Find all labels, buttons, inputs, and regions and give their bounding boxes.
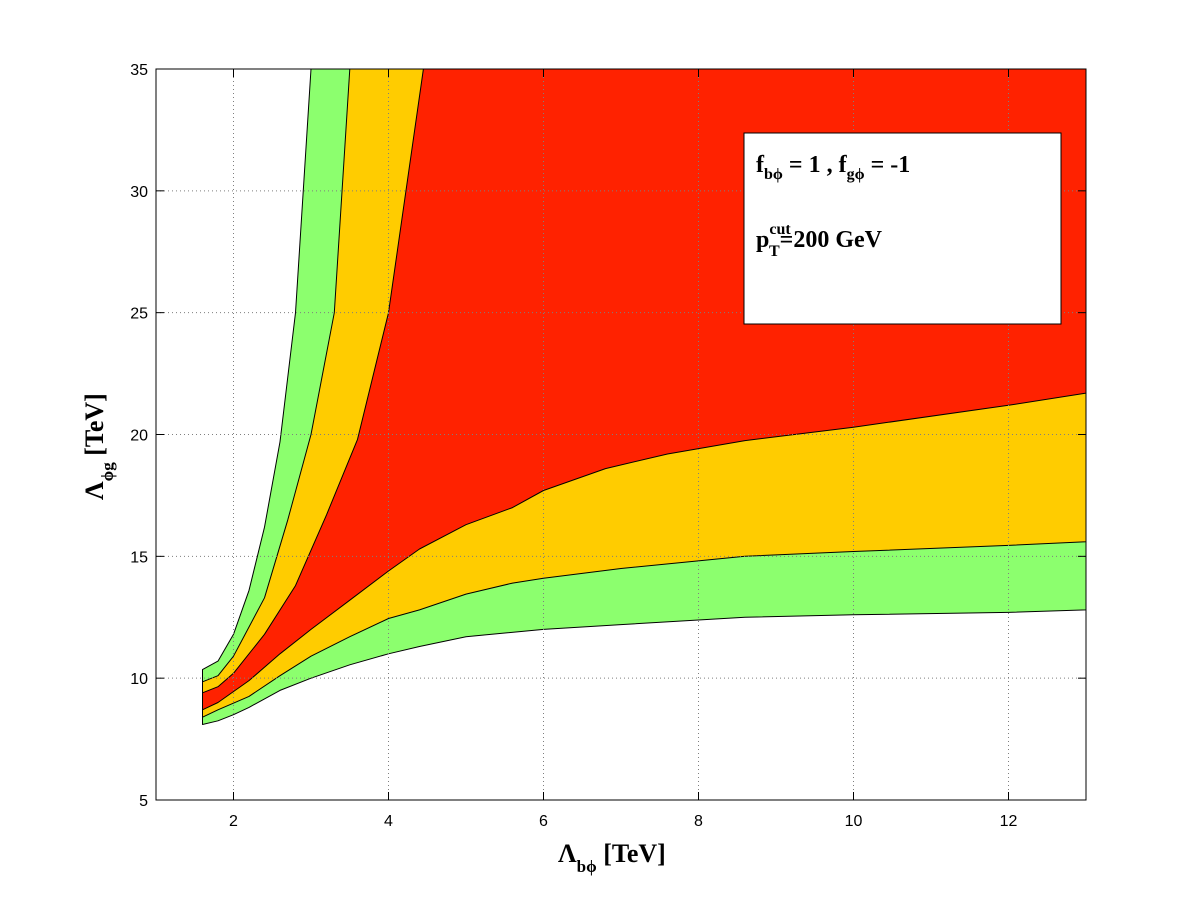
x-tick-label: 10 bbox=[845, 813, 863, 830]
annotation-box: fbϕ = 1 , fgϕ = -1 pcut T=200 GeV bbox=[743, 132, 1062, 325]
y-tick-label: 5 bbox=[139, 793, 148, 810]
x-tick-label: 12 bbox=[1000, 813, 1018, 830]
x-axis-label: Λbϕ [TeV] bbox=[558, 839, 666, 876]
y-tick-label: 20 bbox=[130, 428, 148, 445]
annotation-line-2: pcut T=200 GeV bbox=[756, 221, 883, 260]
y-tick-label: 30 bbox=[130, 184, 148, 201]
y-tick-label: 10 bbox=[130, 671, 148, 688]
x-tick-label: 4 bbox=[384, 813, 393, 830]
annotation-line-1: fbϕ = 1 , fgϕ = -1 bbox=[756, 152, 910, 183]
x-tick-label: 2 bbox=[229, 813, 238, 830]
x-tick-label: 6 bbox=[539, 813, 548, 830]
x-tick-label: 8 bbox=[694, 813, 703, 830]
y-tick-label: 15 bbox=[130, 549, 148, 566]
y-axis-label: Λϕg [TeV] bbox=[80, 393, 117, 500]
y-tick-label: 35 bbox=[130, 62, 148, 79]
annotation-frame bbox=[743, 132, 1062, 325]
y-tick-label: 25 bbox=[130, 306, 148, 323]
grid-layer bbox=[156, 69, 1086, 800]
ticks-layer: 2 4 6 8 10 12 5 10 15 20 25 30 35 bbox=[130, 62, 1086, 830]
